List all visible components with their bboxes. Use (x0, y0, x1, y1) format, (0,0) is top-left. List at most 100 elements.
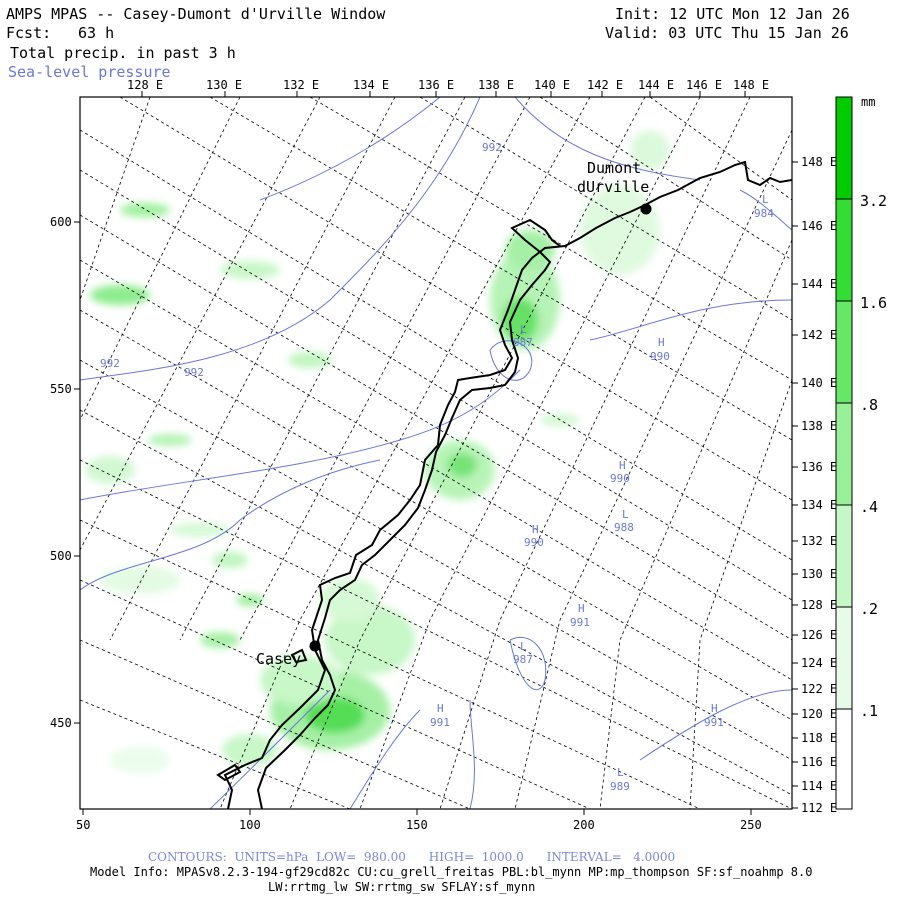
colorbar-swatch (836, 301, 852, 403)
pressure-contours (80, 97, 792, 809)
colorbar-swatch (836, 709, 852, 809)
high-center: H (532, 523, 539, 536)
lon-label: 134 E (353, 78, 389, 92)
lon-label: 144 E (638, 78, 674, 92)
pressure-value: 990 (524, 536, 544, 549)
high-center: H (711, 702, 718, 715)
valid-time: Valid: 03 UTC Thu 15 Jan 26 (605, 24, 849, 42)
colorbar-swatch (836, 607, 852, 709)
lat-label: 112 E (801, 801, 837, 815)
lon-label: 128 E (127, 78, 163, 92)
pressure-value: 991 (430, 716, 450, 729)
lon-label: 140 E (534, 78, 570, 92)
pressure-value: 987 (513, 336, 533, 349)
pressure-value: 991 (570, 616, 590, 629)
pressure-value: 990 (610, 472, 630, 485)
lat-label: 134 E (801, 498, 837, 512)
lat-label: 126 E (801, 628, 837, 642)
axis-labels: 600 550 500 450 50 100 150 200 250 (50, 215, 762, 832)
colorbar: mm 3.2 1.6 .8 .4 .2 .1 (835, 95, 887, 810)
lat-label: 114 E (801, 779, 837, 793)
pressure-labels: 992 992 992 987 990 990 988 990 991 987 … (100, 141, 774, 793)
lon-label: 142 E (587, 78, 623, 92)
high-center: H (578, 602, 585, 615)
y-axis-label: 450 (50, 716, 72, 730)
colorbar-swatch (836, 505, 852, 607)
lat-label: 136 E (801, 460, 837, 474)
station-casey: Casey (256, 640, 321, 668)
lat-label: 116 E (801, 755, 837, 769)
lat-label: 148 E (801, 155, 837, 169)
x-axis-label: 250 (740, 818, 762, 832)
station-dumont-durville: Dumont dUrville (577, 159, 652, 215)
lat-label: 142 E (801, 328, 837, 342)
lon-label: 146 E (686, 78, 722, 92)
lat-label: 118 E (801, 731, 837, 745)
low-center: L (520, 323, 527, 336)
pressure-value: 991 (704, 716, 724, 729)
title: AMPS MPAS -- Casey-Dumont d'Urville Wind… (6, 5, 386, 23)
colorbar-level: .8 (860, 396, 878, 414)
pressure-value: 992 (482, 141, 502, 154)
low-center: L (762, 193, 769, 206)
colorbar-level: .4 (860, 498, 878, 516)
station-name: dUrville (577, 178, 649, 196)
pressure-value: 992 (184, 366, 204, 379)
top-lon-labels: 128 E 130 E 132 E 134 E 136 E 138 E 140 … (127, 78, 769, 92)
lat-label: 122 E (801, 682, 837, 696)
lat-label: 128 E (801, 598, 837, 612)
pressure-centers: L H H L H H L H H L L (437, 193, 769, 779)
colorbar-level: .1 (860, 702, 878, 720)
station-name: Dumont (587, 159, 641, 177)
high-center: H (437, 702, 444, 715)
right-ticks (792, 161, 798, 809)
pressure-value: 992 (100, 357, 120, 370)
pressure-value: 988 (614, 521, 634, 534)
pressure-value: 984 (754, 207, 774, 220)
x-axis-label: 100 (239, 818, 261, 832)
lon-label: 130 E (206, 78, 242, 92)
field-name: Total precip. in past 3 h (10, 44, 236, 62)
station-name: Casey (256, 650, 301, 668)
colorbar-swatch (836, 97, 852, 199)
colorbar-level: .2 (860, 600, 878, 618)
y-axis-label: 600 (50, 215, 72, 229)
low-center: L (520, 640, 527, 653)
pressure-value: 990 (650, 350, 670, 363)
right-lat-labels: 148 E 146 E 144 E 142 E 140 E 138 E 136 … (801, 155, 837, 815)
pressure-value: 987 (513, 653, 533, 666)
init-time: Init: 12 UTC Mon 12 Jan 26 (615, 5, 850, 23)
colorbar-swatch (836, 199, 852, 301)
lon-label: 138 E (478, 78, 514, 92)
low-center: L (622, 508, 629, 521)
overlay-name: Sea-level pressure (8, 63, 171, 81)
lat-label: 120 E (801, 707, 837, 721)
lon-label: 136 E (418, 78, 454, 92)
fcst-value: 63 h (78, 24, 115, 42)
lat-label: 130 E (801, 567, 837, 581)
high-center: H (658, 336, 665, 349)
contour-info: CONTOURS: UNITS=hPa LOW= 980.00 HIGH= 10… (148, 850, 676, 864)
model-info-2: LW:rrtmg_lw SW:rrtmg_sw SFLAY:sf_mynn (268, 880, 536, 894)
fcst-label: Fcst: (6, 24, 52, 42)
lat-label: 146 E (801, 219, 837, 233)
lat-label: 140 E (801, 376, 837, 390)
x-axis-label: 150 (406, 818, 428, 832)
colorbar-level: 3.2 (860, 192, 887, 210)
lat-label: 144 E (801, 277, 837, 291)
x-axis-label: 200 (573, 818, 595, 832)
colorbar-swatch (836, 403, 852, 505)
lon-label: 148 E (733, 78, 769, 92)
high-center: H (619, 459, 626, 472)
top-ticks (141, 91, 746, 97)
coastline (216, 160, 792, 809)
low-center: L (617, 766, 624, 779)
y-axis-label: 550 (50, 382, 72, 396)
lat-label: 124 E (801, 656, 837, 670)
lat-label: 138 E (801, 419, 837, 433)
colorbar-unit: mm (861, 95, 875, 109)
lat-label: 132 E (801, 534, 837, 548)
x-axis-label: 50 (76, 818, 90, 832)
colorbar-level: 1.6 (860, 294, 887, 312)
